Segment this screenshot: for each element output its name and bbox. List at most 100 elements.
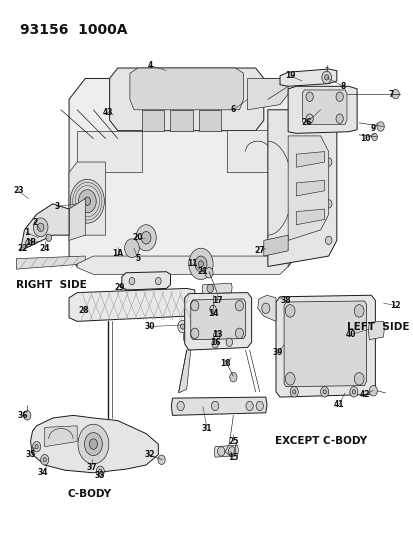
Circle shape (89, 439, 97, 449)
Circle shape (320, 386, 328, 397)
Polygon shape (16, 256, 85, 269)
Text: 25: 25 (228, 437, 238, 446)
Text: 33: 33 (94, 471, 104, 480)
Circle shape (256, 401, 263, 410)
Circle shape (292, 390, 295, 394)
Text: 1B: 1B (25, 238, 36, 247)
Circle shape (321, 71, 331, 84)
Circle shape (35, 445, 38, 449)
Circle shape (33, 218, 48, 237)
Text: 11: 11 (187, 260, 197, 269)
Text: 17: 17 (211, 296, 222, 305)
Circle shape (235, 301, 243, 311)
Text: 28: 28 (78, 306, 88, 316)
Circle shape (368, 385, 377, 396)
Polygon shape (296, 180, 324, 196)
Text: 20: 20 (133, 233, 143, 243)
Circle shape (46, 234, 52, 241)
Text: 40: 40 (345, 330, 356, 339)
Text: 10: 10 (359, 134, 370, 143)
Circle shape (190, 301, 198, 311)
Polygon shape (69, 288, 195, 321)
Text: 1: 1 (24, 228, 29, 237)
Text: 34: 34 (37, 469, 48, 478)
Text: 27: 27 (254, 246, 264, 255)
Polygon shape (20, 204, 69, 251)
Circle shape (43, 458, 46, 462)
Circle shape (124, 239, 139, 257)
Polygon shape (109, 68, 263, 131)
Polygon shape (296, 209, 324, 225)
Circle shape (206, 284, 213, 293)
Circle shape (213, 332, 219, 340)
Polygon shape (77, 131, 142, 173)
Text: 6: 6 (230, 106, 235, 114)
Text: 32: 32 (145, 450, 155, 459)
Circle shape (349, 386, 357, 397)
Text: 30: 30 (145, 322, 155, 331)
Polygon shape (287, 136, 328, 240)
Circle shape (229, 373, 237, 382)
Text: 19: 19 (284, 71, 295, 80)
Text: RIGHT  SIDE: RIGHT SIDE (16, 280, 87, 290)
Circle shape (305, 114, 313, 123)
Circle shape (325, 236, 331, 245)
Polygon shape (227, 131, 292, 173)
Text: 18: 18 (219, 359, 230, 368)
Text: 23: 23 (13, 186, 24, 195)
Text: 13: 13 (211, 330, 222, 339)
Circle shape (141, 231, 151, 244)
Polygon shape (214, 445, 238, 457)
Circle shape (354, 305, 363, 317)
Text: 2: 2 (32, 217, 37, 227)
Circle shape (204, 268, 213, 278)
Circle shape (351, 390, 355, 394)
Polygon shape (257, 295, 275, 321)
Polygon shape (190, 299, 245, 340)
Circle shape (26, 239, 31, 247)
Text: 16: 16 (209, 338, 220, 347)
Text: 4: 4 (147, 61, 152, 70)
Text: 31: 31 (201, 424, 212, 433)
Polygon shape (283, 301, 366, 386)
Circle shape (135, 225, 156, 251)
Circle shape (325, 122, 331, 130)
Polygon shape (142, 110, 164, 131)
Polygon shape (184, 293, 251, 350)
Circle shape (285, 305, 294, 317)
Text: 36: 36 (17, 411, 28, 420)
Circle shape (209, 305, 216, 313)
Circle shape (177, 320, 187, 333)
Text: 5: 5 (135, 254, 140, 263)
Circle shape (176, 401, 184, 410)
Polygon shape (275, 295, 375, 397)
Circle shape (33, 441, 40, 452)
Text: 39: 39 (272, 348, 282, 357)
Polygon shape (267, 110, 336, 266)
Text: 41: 41 (333, 400, 343, 409)
Polygon shape (301, 90, 346, 124)
Text: 14: 14 (207, 309, 218, 318)
Circle shape (24, 410, 31, 420)
Polygon shape (171, 397, 266, 415)
Text: 38: 38 (280, 296, 291, 305)
Circle shape (225, 338, 232, 346)
Circle shape (245, 401, 253, 410)
Circle shape (325, 200, 331, 208)
Polygon shape (31, 415, 158, 473)
Polygon shape (263, 235, 287, 256)
Polygon shape (198, 110, 221, 131)
Polygon shape (178, 350, 190, 393)
Circle shape (371, 133, 377, 141)
Circle shape (211, 401, 218, 410)
Polygon shape (69, 78, 296, 266)
Circle shape (84, 197, 90, 205)
Text: 15: 15 (228, 453, 238, 462)
Text: 43: 43 (102, 108, 113, 117)
Text: 7: 7 (388, 90, 393, 99)
Circle shape (391, 90, 399, 99)
Polygon shape (279, 69, 336, 86)
Circle shape (305, 92, 313, 101)
Text: 9: 9 (370, 124, 375, 133)
Circle shape (285, 373, 294, 385)
